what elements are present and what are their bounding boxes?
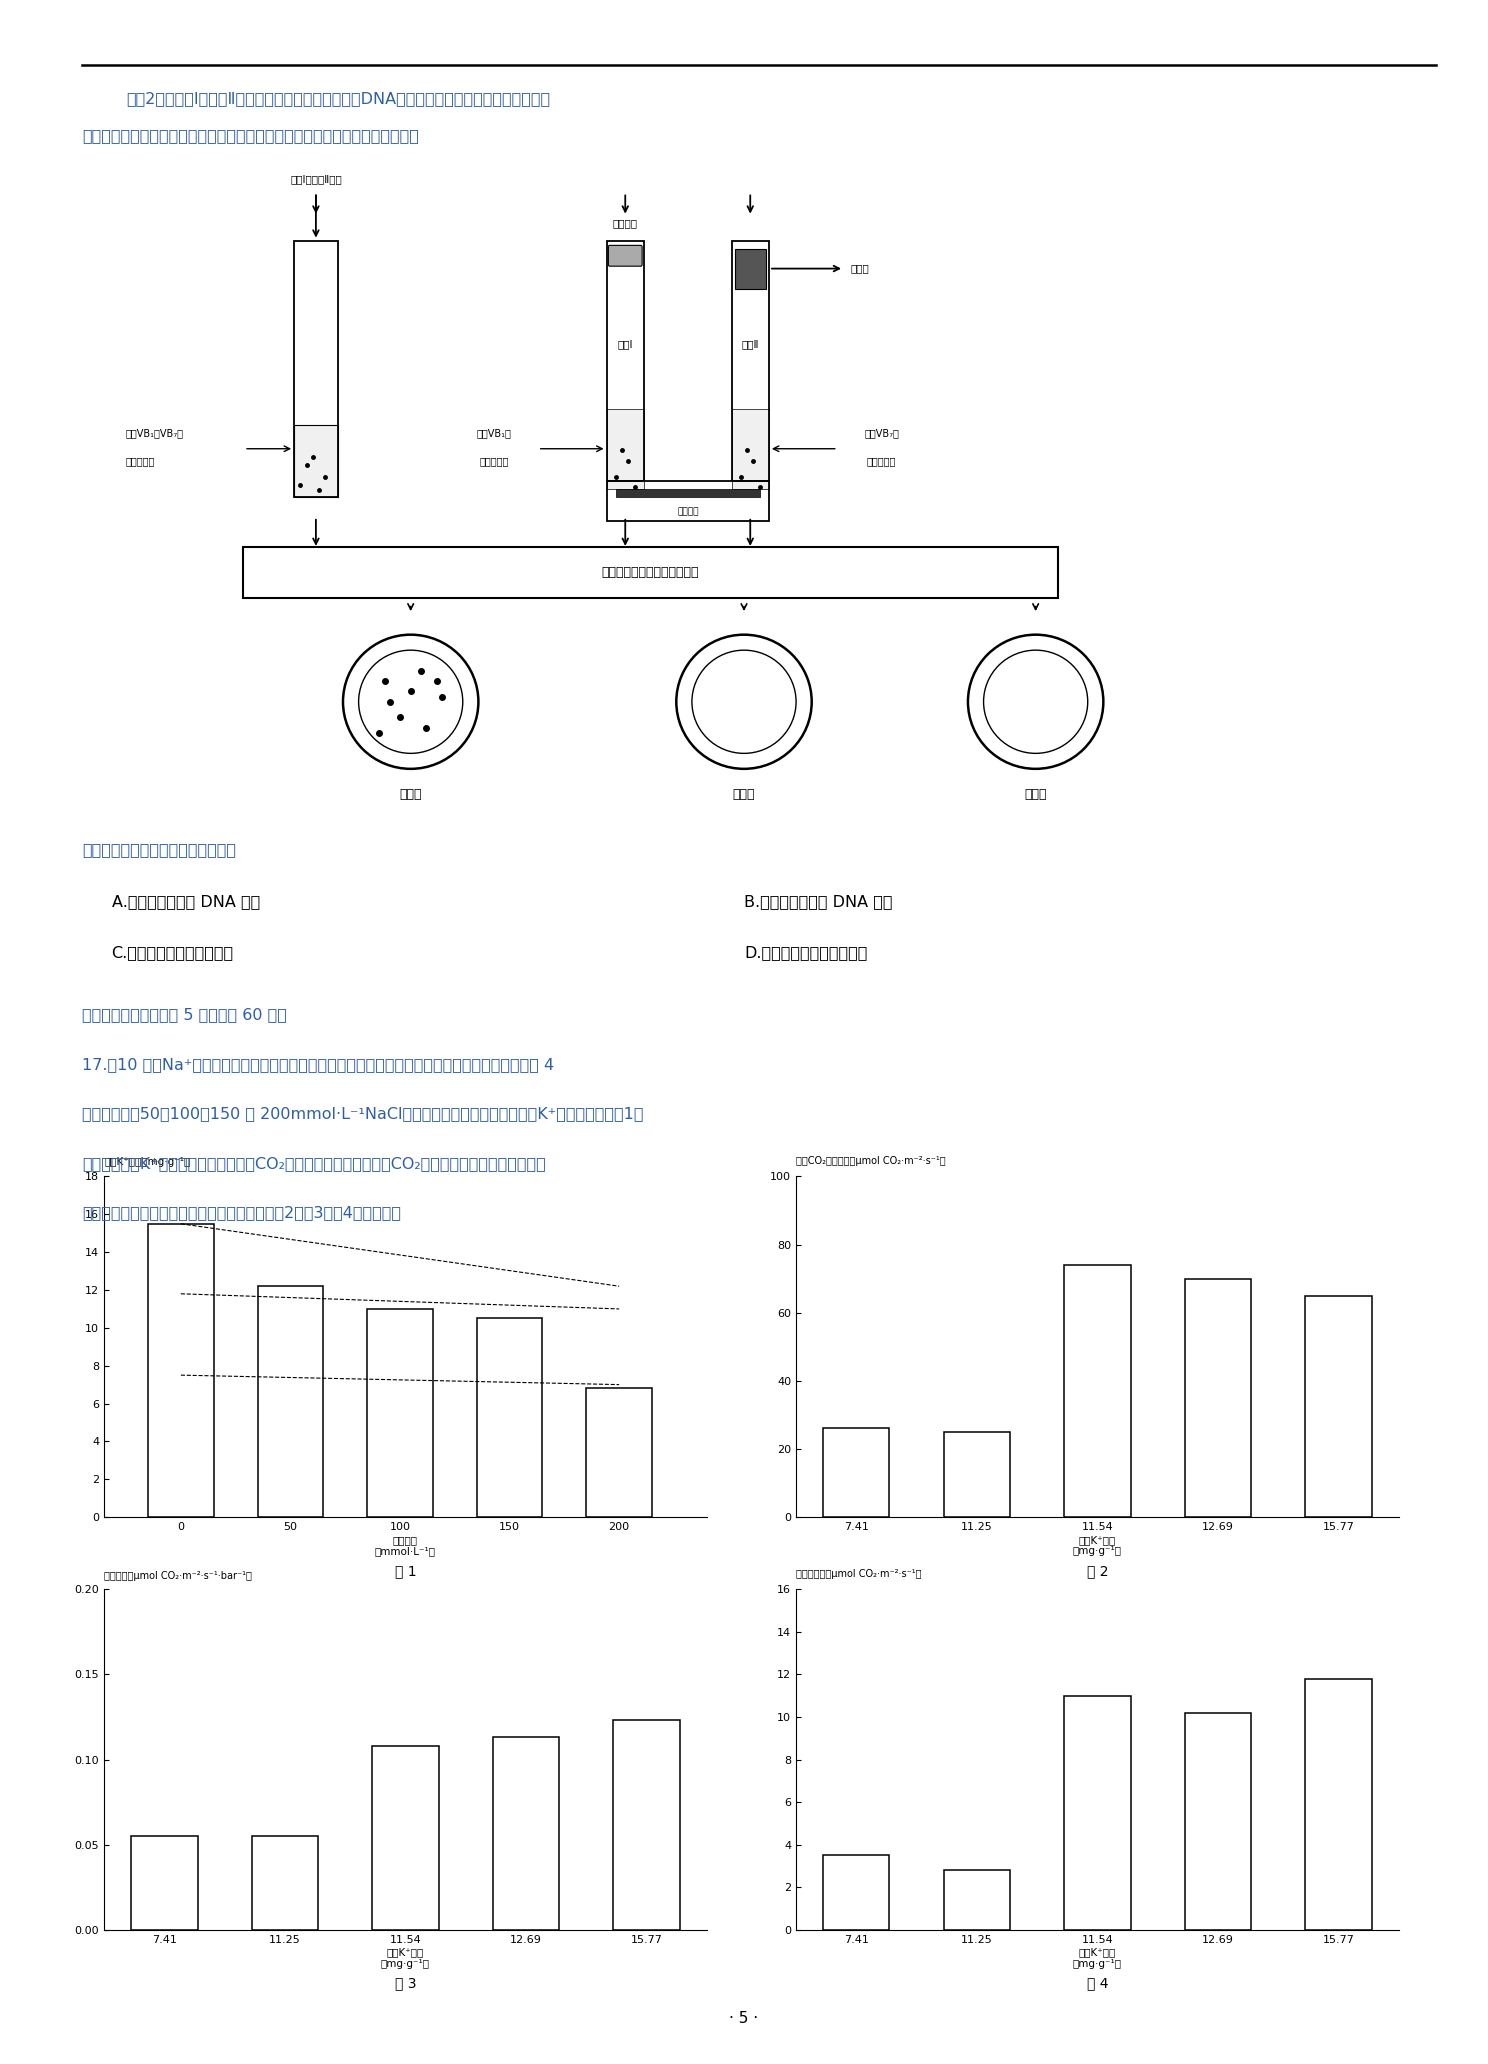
Text: 图 2: 图 2 (1086, 1565, 1109, 1577)
Text: 添加VB₇的: 添加VB₇的 (865, 427, 899, 438)
Text: 依据实验结果推测，最可能发生的是: 依据实验结果推测，最可能发生的是 (82, 842, 235, 857)
Text: 图 1: 图 1 (394, 1565, 417, 1577)
Text: 图 3: 图 3 (394, 1977, 417, 1990)
Text: 添加VB₁的: 添加VB₁的 (476, 427, 512, 438)
Text: 净光合速率（μmol CO₂·m⁻²·s⁻¹）: 净光合速率（μmol CO₂·m⁻²·s⁻¹） (796, 1569, 921, 1579)
Text: D.隔离培养时发生基因突变: D.隔离培养时发生基因突变 (744, 945, 868, 960)
Text: 二、非选择题（本题共 5 小题，共 60 分）: 二、非选择题（本题共 5 小题，共 60 分） (82, 1007, 287, 1022)
Text: 基本培养基: 基本培养基 (479, 456, 509, 466)
Text: 添加VB₁和VB₇的: 添加VB₁和VB₇的 (125, 427, 183, 438)
Text: 菌株Ⅰ和菌株Ⅱ混合: 菌株Ⅰ和菌株Ⅱ混合 (290, 175, 342, 184)
Text: 菌株Ⅱ: 菌株Ⅱ (741, 341, 759, 349)
Bar (735, 248, 766, 289)
Bar (943, 1870, 1010, 1930)
Text: 17.（10 分）Na⁺是造成植物盐害的主要离子。为了解盐分胁迫对棉花光合作用的影响，研人员设置 4: 17.（10 分）Na⁺是造成植物盐害的主要离子。为了解盐分胁迫对棉花光合作用的… (82, 1057, 554, 1071)
Bar (1184, 1713, 1251, 1930)
Bar (251, 1837, 318, 1930)
Text: 实验2：将菌株Ⅰ和菌株Ⅱ用微孔滤板（细菌不能通过，DNA等化合物可通过）隔离，培养一段时: 实验2：将菌株Ⅰ和菌株Ⅱ用微孔滤板（细菌不能通过，DNA等化合物可通过）隔离，培… (126, 91, 551, 105)
Text: B.隔离培养时发生 DNA 转移: B.隔离培养时发生 DNA 转移 (744, 894, 893, 908)
Text: 并测定在相应K⁺含量下棉花叶片的最大CO₂固定速率、叶肉导度（即CO₂从植物叶片气孔下腔传输到叶: 并测定在相应K⁺含量下棉花叶片的最大CO₂固定速率、叶肉导度（即CO₂从植物叶片… (82, 1156, 546, 1170)
Bar (1184, 1278, 1251, 1517)
Bar (732, 409, 769, 489)
Bar (1064, 1265, 1131, 1517)
Text: 绿体固定位点的效率）、净光合速率，结果如图2、图3、图4。请回答：: 绿体固定位点的效率）、净光合速率，结果如图2、图3、图4。请回答： (82, 1205, 400, 1220)
Bar (823, 1428, 890, 1517)
Text: 微孔滤板: 微孔滤板 (677, 508, 698, 516)
Text: 间后，再将两种菌体分别离心提取、接种在基本培养基上，发现均不长出菌落。: 间后，再将两种菌体分别离心提取、接种在基本培养基上，发现均不长出菌落。 (82, 128, 418, 142)
Bar (732, 241, 769, 481)
Bar (607, 409, 644, 489)
Bar (372, 1746, 439, 1930)
Text: 基本培养基: 基本培养基 (868, 456, 896, 466)
Bar (476, 1319, 543, 1517)
Circle shape (342, 636, 479, 768)
Text: 离心提取、接种于基本培养基: 离心提取、接种于基本培养基 (601, 566, 699, 580)
Bar (1064, 1697, 1131, 1930)
Bar (586, 1389, 652, 1517)
X-axis label: 叶片K⁺含量
（mg·g⁻¹）: 叶片K⁺含量 （mg·g⁻¹） (1073, 1536, 1122, 1556)
Bar (295, 425, 338, 497)
FancyBboxPatch shape (609, 246, 643, 266)
Bar (147, 1224, 214, 1517)
Text: 图 4: 图 4 (1086, 1977, 1109, 1990)
Bar (295, 241, 338, 497)
Text: 菌株Ⅰ: 菌株Ⅰ (618, 341, 632, 349)
Text: 最大CO₂固定速率（μmol CO₂·m⁻²·s⁻¹）: 最大CO₂固定速率（μmol CO₂·m⁻²·s⁻¹） (796, 1156, 946, 1166)
Circle shape (969, 636, 1103, 768)
X-axis label: 叶片K⁺含量
（mg·g⁻¹）: 叶片K⁺含量 （mg·g⁻¹） (1073, 1948, 1122, 1969)
Text: 基本培养基: 基本培养基 (125, 456, 155, 466)
Text: 有菌落: 有菌落 (399, 788, 423, 801)
Text: 压成吸: 压成吸 (850, 264, 869, 275)
Text: 多孔棉塞: 多孔棉塞 (613, 219, 638, 229)
X-axis label: 盐分浓度
（mmol·L⁻¹）: 盐分浓度 （mmol·L⁻¹） (375, 1536, 436, 1556)
Bar (1305, 1296, 1372, 1517)
Bar (368, 1309, 433, 1517)
Bar (823, 1856, 890, 1930)
Text: 无菌落: 无菌落 (1024, 788, 1048, 801)
Bar (493, 1738, 559, 1930)
Text: 叶肉导度（μmol CO₂·m⁻²·s⁻¹·bar⁻¹）: 叶肉导度（μmol CO₂·m⁻²·s⁻¹·bar⁻¹） (104, 1571, 251, 1581)
Text: C.混合培养时发生基因突变: C.混合培养时发生基因突变 (112, 945, 234, 960)
Bar (607, 481, 769, 520)
Bar (1305, 1678, 1372, 1930)
Text: 无菌落: 无菌落 (732, 788, 756, 801)
X-axis label: 叶片K⁺含量
（mg·g⁻¹）: 叶片K⁺含量 （mg·g⁻¹） (381, 1948, 430, 1969)
Bar (616, 489, 760, 497)
Text: 个盐分水平（50、100、150 和 200mmol·L⁻¹NaCl溶液）和对照处理，测定叶片的K⁺含量，结果如图1；: 个盐分水平（50、100、150 和 200mmol·L⁻¹NaCl溶液）和对照… (82, 1106, 643, 1121)
Bar (943, 1432, 1010, 1517)
Bar (257, 1286, 323, 1517)
Bar (131, 1837, 198, 1930)
Bar (607, 241, 644, 481)
Text: · 5 ·: · 5 · (729, 2010, 759, 2025)
Circle shape (677, 636, 812, 768)
Text: A.混合培养时发生 DNA 转移: A.混合培养时发生 DNA 转移 (112, 894, 260, 908)
Bar (613, 1721, 680, 1930)
Text: 叶片K⁺含量（mg·g⁻¹）: 叶片K⁺含量（mg·g⁻¹） (104, 1158, 190, 1166)
